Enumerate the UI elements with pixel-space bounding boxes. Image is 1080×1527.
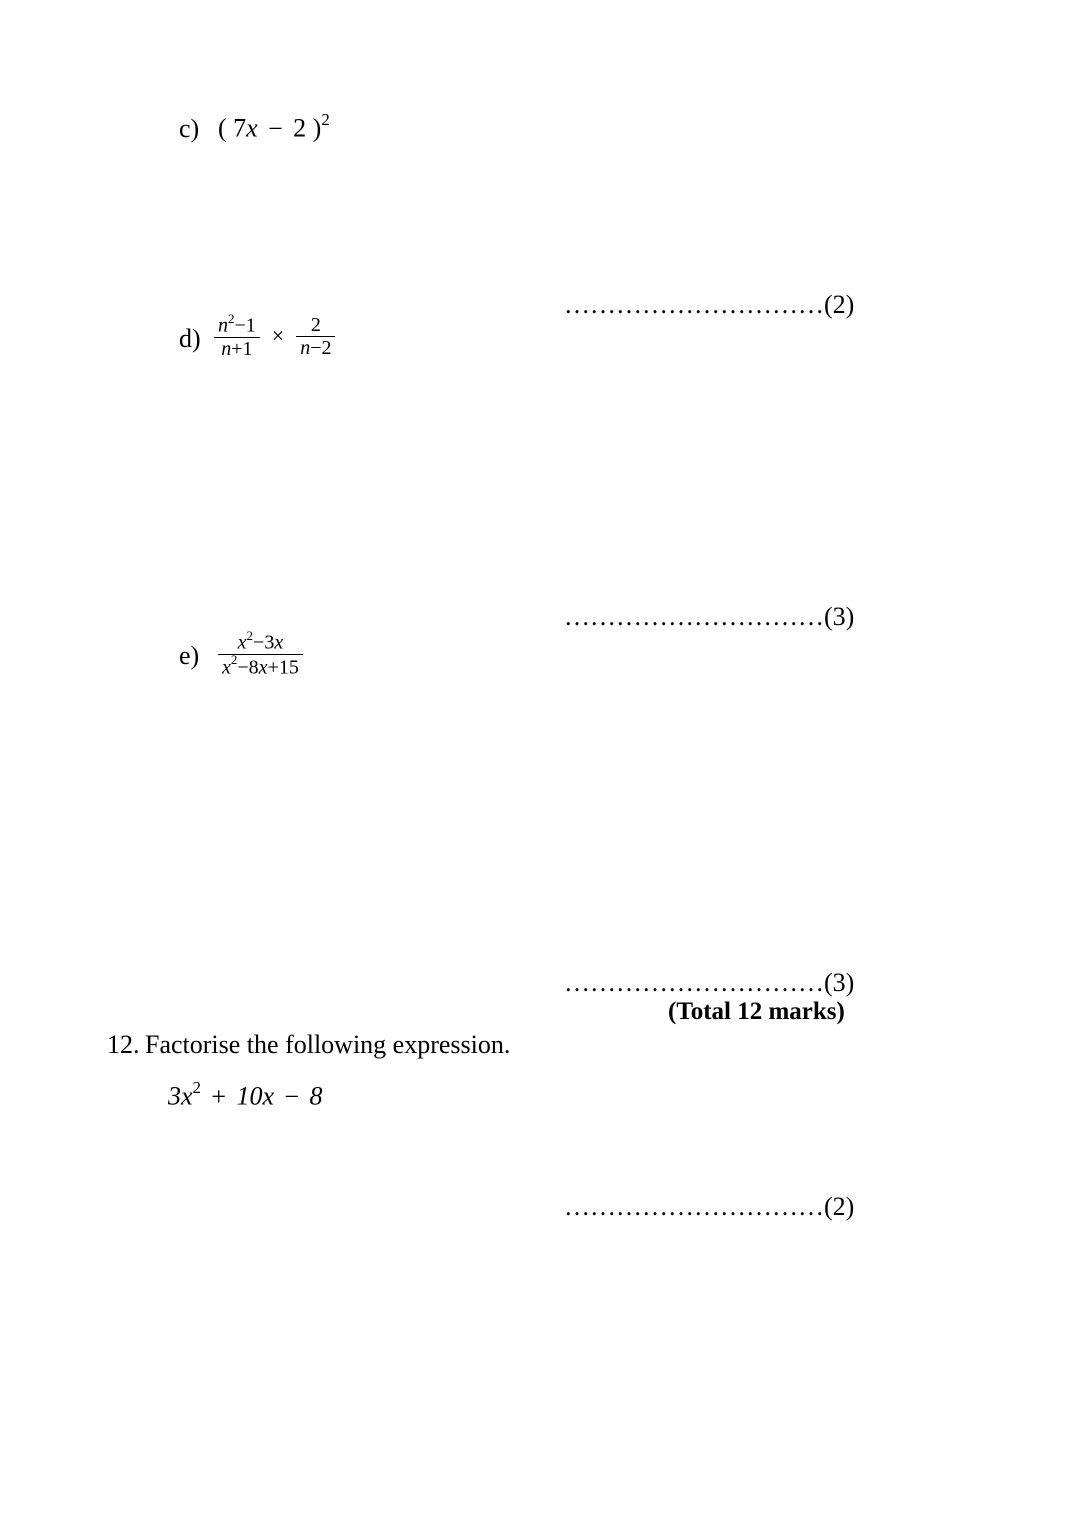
answer-marks: (3) — [824, 602, 854, 631]
answer-line-d: …………………………(3) — [564, 602, 854, 632]
part-c-expression: ( 7x − 2 )2 — [218, 112, 330, 144]
answer-dots: ………………………… — [564, 968, 824, 997]
answer-line-e: …………………………(3) — [564, 968, 854, 998]
part-d-expression: n2−1 n+1 × 2 n−2 — [214, 313, 335, 360]
q12-number: 12. — [107, 1030, 140, 1060]
fraction-2: 2 n−2 — [296, 314, 335, 359]
answer-line-q12: …………………………(2) — [564, 1192, 854, 1222]
q12-text: Factorise the following expression. — [145, 1030, 510, 1060]
answer-marks: (2) — [824, 1192, 854, 1221]
answer-line-c: …………………………(2) — [564, 290, 854, 320]
answer-marks: (2) — [824, 290, 854, 319]
part-e-label: e) — [179, 641, 199, 671]
part-c-label: c) — [179, 114, 199, 144]
part-d-label: d) — [179, 324, 201, 354]
q12-expression: 3x2 + 10x − 8 — [168, 1080, 322, 1112]
fraction-1: n2−1 n+1 — [214, 313, 260, 360]
total-marks: (Total 12 marks) — [668, 998, 845, 1026]
times-operator: × — [264, 323, 292, 349]
exam-page: c) ( 7x − 2 )2 …………………………(2) d) n2−1 n+1… — [0, 0, 1080, 1527]
part-e-expression: x2−3x x2−8x+15 — [218, 630, 303, 678]
answer-dots: ………………………… — [564, 602, 824, 631]
fraction-e: x2−3x x2−8x+15 — [218, 630, 303, 678]
answer-marks: (3) — [824, 968, 854, 997]
answer-dots: ………………………… — [564, 290, 824, 319]
answer-dots: ………………………… — [564, 1192, 824, 1221]
